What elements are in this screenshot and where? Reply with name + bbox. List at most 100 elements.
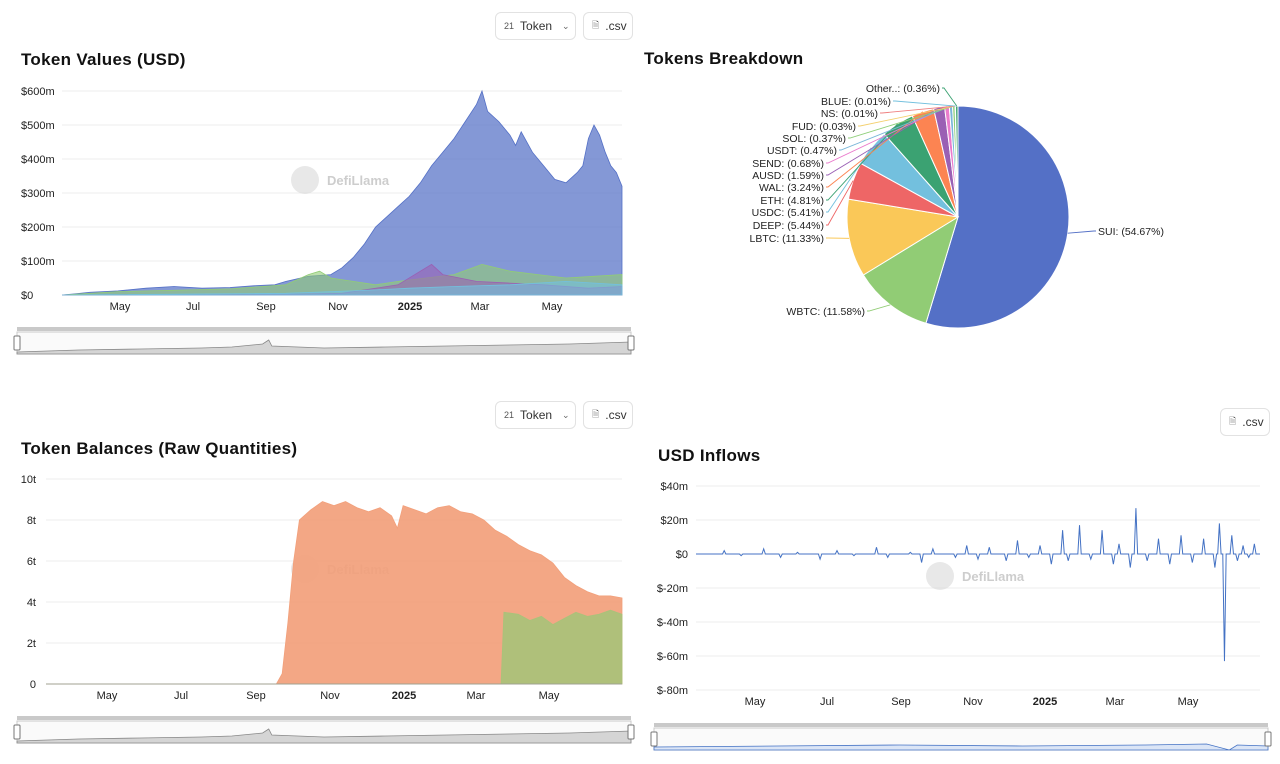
navigator-left-handle[interactable] xyxy=(13,335,21,351)
pie-label-line xyxy=(826,107,940,176)
y-tick-label: 4t xyxy=(27,597,36,609)
y-tick-label: $500m xyxy=(21,120,55,132)
x-tick-label: Jul xyxy=(174,690,188,702)
defillama-watermark-logo xyxy=(291,166,319,194)
x-tick-label: Mar xyxy=(1106,696,1125,708)
y-tick-label: $0 xyxy=(21,290,33,302)
navigator-mini-chart xyxy=(653,743,1269,751)
x-tick-label: Nov xyxy=(328,301,348,313)
pie-label-line xyxy=(1067,230,1096,234)
x-tick-label: Jul xyxy=(186,301,200,313)
y-tick-label: $0 xyxy=(676,549,688,561)
x-tick-label: 2025 xyxy=(392,690,416,702)
x-tick-label: 2025 xyxy=(1033,696,1057,708)
y-tick-label: $-80m xyxy=(657,685,688,697)
pie-label-line xyxy=(839,105,952,151)
navigator-scrollbar xyxy=(17,716,631,720)
area-series-sui xyxy=(61,89,623,296)
y-tick-label: $20m xyxy=(660,515,688,527)
pie-label-line xyxy=(893,100,956,107)
x-tick-label: May xyxy=(542,301,563,313)
pie-slice-label: USDT: (0.47%) xyxy=(767,145,837,157)
token-values-chart: $0 $100m $200m $300m $400m $500m $600m May Jul Se… xyxy=(13,86,635,355)
csv-download-button-3[interactable]: 🗎 .csv xyxy=(1220,408,1270,436)
navigator-mini-chart xyxy=(16,339,632,355)
pie-slice-label: LBTC: (11.33%) xyxy=(750,233,825,245)
x-tick-label: Sep xyxy=(256,301,276,313)
token-selector-button[interactable]: 21 Token ⌄ xyxy=(495,12,576,40)
chart-title-token-values: Token Values (USD) xyxy=(21,50,186,69)
x-tick-label: May xyxy=(745,696,766,708)
y-tick-label: $100m xyxy=(21,256,55,268)
y-tick-label: 8t xyxy=(27,515,36,527)
inflow-line-series xyxy=(696,508,1260,662)
y-tick-label: $-40m xyxy=(657,617,688,629)
y-tick-label: $200m xyxy=(21,222,55,234)
chevron-down-icon: ⌄ xyxy=(562,20,570,31)
defillama-watermark: DefiLlama xyxy=(327,173,390,188)
chart-title-usd-inflows: USD Inflows xyxy=(658,446,761,465)
navigator-right-handle[interactable] xyxy=(1264,731,1272,747)
x-tick-label: May xyxy=(1178,696,1199,708)
file-icon: 🗎 xyxy=(592,20,600,30)
y-tick-label: 10t xyxy=(21,474,36,486)
csv-download-label: .csv xyxy=(605,19,627,33)
navigator-scrollbar xyxy=(17,327,631,331)
usd-inflows-chart: $-80m $-60m $-40m $-20m $0 $20m $40m May Jul Sep N… xyxy=(650,481,1272,751)
csv-download-button-2[interactable]: 🗎 .csv xyxy=(583,401,633,429)
y-tick-label: $-60m xyxy=(657,651,688,663)
pie-label-line xyxy=(826,106,948,164)
defillama-watermark: DefiLlama xyxy=(962,569,1025,584)
pie-label-line xyxy=(826,147,872,213)
y-tick-label: 2t xyxy=(27,638,36,650)
chart-title-token-balances: Token Balances (Raw Quantities) xyxy=(21,439,298,458)
tokens-breakdown-pie: SUI: (54.67%) WBTC: (11.58%) LBTC: (11.33%… xyxy=(750,83,1164,329)
y-tick-label: $400m xyxy=(21,154,55,166)
navigator-right-handle[interactable] xyxy=(627,335,635,351)
pie-slice-label: AUSD: (1.59%) xyxy=(752,170,824,182)
x-tick-label: May xyxy=(110,301,131,313)
pie-label-line xyxy=(942,87,958,107)
pie-slice-label: NS: (0.01%) xyxy=(821,108,878,120)
navigator-scrollbar xyxy=(654,723,1268,727)
pie-label-line xyxy=(858,105,956,127)
file-icon: 🗎 xyxy=(1229,416,1237,426)
x-tick-label: Nov xyxy=(320,690,340,702)
pie-slice-label: DEEP: (5.44%) xyxy=(753,220,824,232)
pie-label-line xyxy=(867,304,891,312)
pie-slice-label: USDC: (5.41%) xyxy=(752,207,824,219)
pie-slice-label: Other..: (0.36%) xyxy=(866,83,940,95)
pie-slice-label: WBTC: (11.58%) xyxy=(786,306,865,318)
x-tick-label: Jul xyxy=(820,696,834,708)
x-tick-label: Sep xyxy=(891,696,911,708)
file-icon: 🗎 xyxy=(592,409,600,419)
navigator-right-handle[interactable] xyxy=(627,724,635,740)
csv-download-label: .csv xyxy=(1242,415,1264,429)
pie-slice-sui xyxy=(925,105,1070,329)
y-tick-label: $-20m xyxy=(657,583,688,595)
chart-title-tokens-breakdown: Tokens Breakdown xyxy=(644,49,804,68)
pie-slice-label: SUI: (54.67%) xyxy=(1098,226,1164,238)
x-tick-label: Mar xyxy=(467,690,486,702)
x-tick-label: Mar xyxy=(471,301,490,313)
token-count-badge: 21 xyxy=(504,21,515,31)
csv-download-label: .csv xyxy=(605,408,627,422)
token-selector-button-2[interactable]: 21 Token ⌄ xyxy=(495,401,576,429)
pie-label-line xyxy=(826,123,898,201)
area-series-usdc xyxy=(61,280,623,296)
x-tick-label: May xyxy=(539,690,560,702)
x-tick-label: Sep xyxy=(246,690,266,702)
navigator-left-handle[interactable] xyxy=(650,731,658,747)
pie-slice-label: BLUE: (0.01%) xyxy=(821,96,891,108)
x-tick-label: Nov xyxy=(963,696,983,708)
pie-slice-label: SOL: (0.37%) xyxy=(782,133,846,145)
navigator-left-handle[interactable] xyxy=(13,724,21,740)
pie-slice-label: ETH: (4.81%) xyxy=(760,195,824,207)
navigator-mini-chart xyxy=(16,728,632,744)
pie-label-line xyxy=(848,105,954,139)
csv-download-button[interactable]: 🗎 .csv xyxy=(583,12,633,40)
pie-slice-label: WAL: (3.24%) xyxy=(759,182,824,194)
pie-slice-label: SEND: (0.68%) xyxy=(752,158,824,170)
token-balances-chart: 02t4t6t8t10tMayJulSepNov2025MarMayDefiLl… xyxy=(13,474,635,744)
